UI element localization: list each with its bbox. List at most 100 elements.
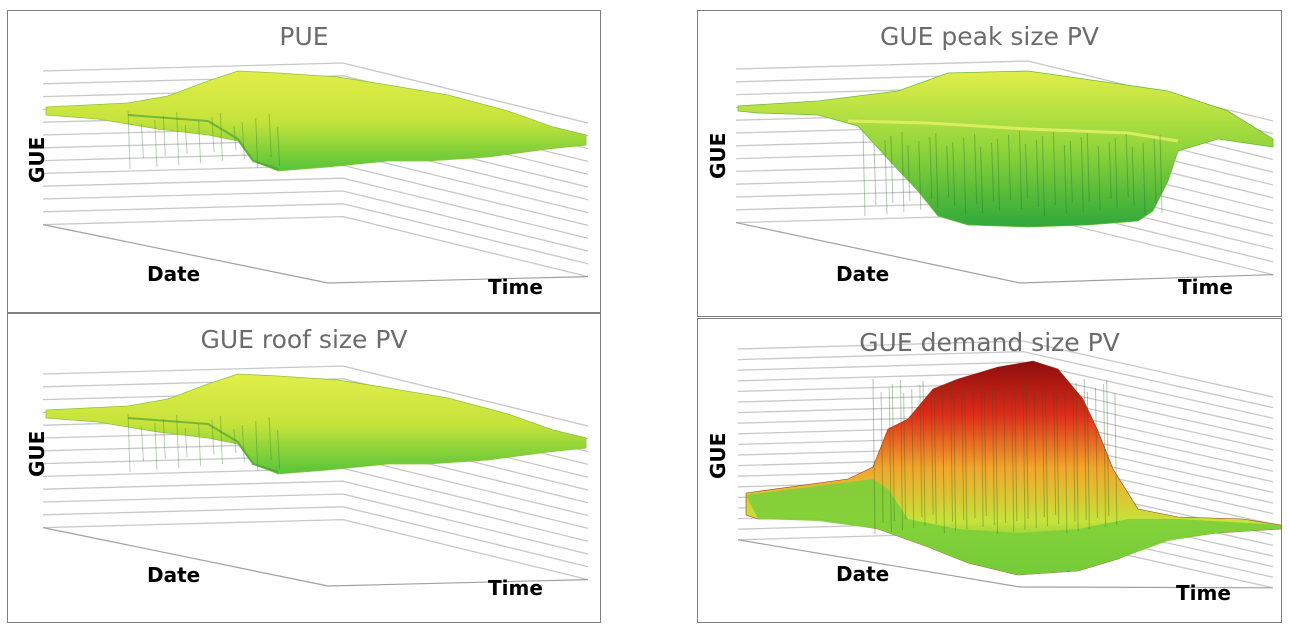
gridline (42, 164, 589, 227)
surface-texture (963, 137, 967, 216)
y-axis-label: Time (488, 576, 543, 600)
chart-panel-gue-demand-size-pv: GUE demand size PV GUE Date Time (697, 318, 1282, 623)
surface-texture (241, 424, 245, 463)
surface-texture (930, 393, 934, 516)
surface-texture (154, 422, 158, 471)
gridline (42, 365, 589, 427)
surface-texture (919, 384, 923, 518)
gridline (42, 62, 589, 124)
surface-texture (211, 116, 215, 153)
surface-texture (1041, 389, 1045, 518)
x-axis-label: Date (147, 563, 201, 587)
axis-line (1019, 586, 1274, 589)
surface-texture (997, 138, 1001, 212)
gridline (737, 361, 1274, 419)
gridline (737, 340, 1274, 398)
axis-line (735, 222, 1021, 284)
z-axis-label: GUE (706, 432, 730, 479)
surface-texture (952, 141, 956, 207)
surface-texture (980, 146, 984, 214)
surface-texture (862, 130, 866, 217)
surface-texture (1153, 138, 1157, 205)
z-axis-label: GUE (25, 136, 49, 183)
surface-texture (1008, 134, 1012, 201)
x-axis-label: Date (836, 262, 890, 286)
gridline (42, 506, 589, 568)
surface-texture (255, 420, 259, 472)
surface-texture (964, 386, 968, 530)
x-axis-label: Date (147, 262, 201, 286)
surface-texture (991, 142, 995, 203)
surface-texture (219, 415, 223, 465)
surface-texture (872, 378, 876, 535)
surface-texture (991, 387, 995, 526)
surface-texture (1045, 385, 1048, 527)
surface-texture (946, 145, 950, 198)
surface-texture (233, 428, 237, 454)
surface-texture (1025, 380, 1029, 520)
surface-texture (162, 115, 166, 157)
chart-title: PUE (279, 22, 329, 51)
surface-texture (1053, 381, 1057, 516)
axis-line (42, 224, 329, 284)
surface-texture (184, 124, 188, 155)
surface-texture (903, 392, 907, 520)
gridline (42, 467, 589, 530)
surface-texture (268, 113, 272, 158)
surface-texture (1072, 386, 1076, 523)
surface-texture (941, 385, 945, 534)
chart-title: GUE peak size PV (879, 22, 1099, 51)
surface-texture (127, 413, 131, 473)
x-axis-label: Date (836, 562, 890, 586)
surface-texture (1003, 379, 1007, 524)
surface-texture (140, 123, 144, 159)
gridline (42, 177, 589, 239)
surface-texture (176, 111, 180, 166)
chart-panel-gue-peak-size-pv: GUE peak size PV GUE Date Time (697, 10, 1282, 317)
gridline (42, 203, 589, 265)
surface-area (45, 373, 587, 475)
chart-panel-pue: PUE GUE Date Time (7, 10, 601, 313)
surface-texture (995, 383, 998, 535)
y-axis-label: Time (1176, 581, 1231, 605)
surface-texture (1014, 388, 1018, 522)
surface-texture (1019, 130, 1022, 210)
surface-texture (233, 125, 237, 151)
gridline (42, 190, 589, 252)
surface-texture (1159, 134, 1163, 214)
surface-plot-gue-demand-size-pv (737, 340, 1282, 589)
surface-texture (980, 378, 984, 528)
surface-texture (890, 135, 894, 204)
z-axis-label: GUE (706, 132, 730, 179)
gridline (42, 215, 589, 278)
surface-texture (1035, 139, 1039, 208)
surface-texture (950, 381, 953, 523)
surface-base (746, 479, 1281, 575)
surface-texture (241, 121, 245, 160)
surface-texture (1069, 140, 1073, 204)
surface-area (45, 70, 587, 172)
surface-texture (255, 117, 259, 169)
surface-texture (1064, 390, 1068, 534)
surface-texture (1086, 391, 1090, 530)
surface-texture (1024, 143, 1028, 199)
gridline (737, 350, 1274, 409)
axis-line (42, 527, 329, 587)
surface-texture (154, 119, 158, 168)
surface-texture (929, 136, 933, 200)
surface-texture (1086, 132, 1090, 202)
surface-texture (1114, 392, 1118, 526)
surface-texture (211, 419, 215, 456)
surface-texture (1142, 142, 1146, 216)
axis-line (1019, 274, 1274, 284)
surface-texture (198, 120, 202, 164)
surface-texture (162, 418, 166, 460)
surface-texture (933, 389, 937, 525)
surface-texture (911, 388, 915, 529)
surface-texture (1080, 136, 1084, 213)
surface-texture (1095, 387, 1098, 519)
surface-texture (918, 140, 922, 211)
surface-texture (1114, 137, 1118, 209)
surface-texture (900, 379, 903, 531)
gridline (42, 518, 589, 581)
